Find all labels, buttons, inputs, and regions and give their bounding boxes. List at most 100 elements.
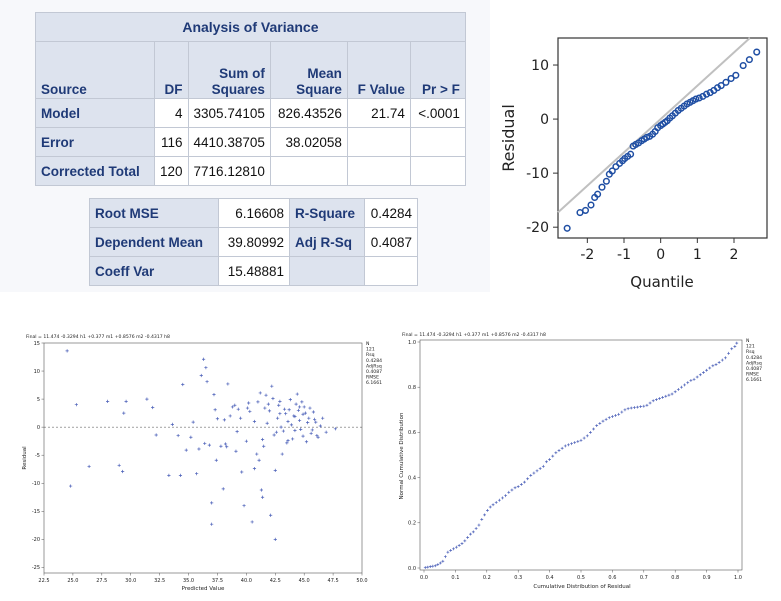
pp-point — [592, 427, 595, 431]
residual-ytick-label: -5 — [35, 453, 40, 459]
pp-point — [523, 480, 526, 484]
qq-plot: -2 -1 0 1 2 100-10-20 Residual Quantile — [490, 0, 781, 292]
pp-point — [720, 358, 724, 362]
residual-point — [205, 380, 209, 384]
pp-xtick-label: 0.5 — [577, 575, 585, 581]
pp-point — [642, 404, 646, 408]
residual-point — [201, 357, 206, 361]
pp-plot-header: Final = 11.474 -0.3294 h1 +0.377 m1 +0.8… — [402, 332, 546, 338]
pp-point — [426, 565, 430, 569]
residual-point — [184, 448, 188, 452]
residual-xtick-label: 45.0 — [299, 578, 310, 584]
pp-point — [639, 405, 643, 409]
label-adj-r-sq: Adj R-Sq — [289, 227, 365, 257]
pp-point — [724, 356, 727, 360]
qq-point — [563, 224, 571, 232]
pp-point — [735, 341, 739, 345]
pp-point — [463, 539, 467, 543]
pp-xtick-label: 0.1 — [451, 575, 459, 581]
residual-point — [65, 349, 69, 353]
residual-xtick-label: 42.5 — [270, 578, 281, 584]
qq-point — [722, 78, 730, 86]
residual-point — [214, 458, 218, 462]
residual-point — [124, 399, 128, 403]
residual-ytick-label: -15 — [32, 509, 40, 515]
pp-point — [433, 564, 437, 568]
pp-plot-xlabel: Cumulative Distribution of Residual — [533, 584, 631, 590]
pp-point — [664, 394, 668, 398]
residual-point — [258, 391, 262, 395]
residual-point — [316, 435, 320, 439]
pp-ytick-label: 0.8 — [408, 385, 416, 391]
col-header-sum-of-squares: Sum of Squares — [187, 41, 271, 99]
value-dependent-mean: 39.80992 — [218, 227, 290, 257]
pp-point — [686, 381, 690, 385]
error-f — [346, 127, 411, 157]
qq-point — [739, 62, 747, 70]
residual-point — [223, 442, 228, 446]
residual-point — [289, 423, 294, 427]
pp-point — [548, 458, 551, 461]
residual-point — [226, 382, 230, 386]
pp-point — [598, 421, 602, 425]
residual-point — [176, 433, 180, 438]
qq-point — [627, 150, 635, 158]
pp-xtick-label: 0.4 — [546, 575, 554, 581]
col-header-f-value: F Value — [346, 41, 411, 99]
pp-point — [529, 473, 533, 477]
pp-point — [654, 398, 658, 402]
qq-ytick-label: -10 — [526, 166, 549, 182]
pp-point — [554, 451, 558, 455]
stats-box-line: Rsq — [366, 352, 375, 358]
residual-point — [302, 405, 306, 409]
residual-point — [266, 402, 270, 406]
pp-point — [507, 490, 511, 494]
residual-point — [278, 399, 282, 403]
col-header-df: DF — [154, 41, 189, 99]
stats-box-line: 0.4087 — [746, 366, 762, 372]
residual-point — [207, 443, 211, 447]
pp-point — [670, 392, 674, 396]
pp-point — [733, 345, 737, 348]
qq-xlabel: Quantile — [630, 273, 693, 291]
model-ss: 3305.74105 — [187, 98, 271, 128]
residual-point — [287, 408, 291, 412]
qq-point — [598, 183, 606, 191]
pp-point — [560, 446, 564, 450]
residual-point — [221, 487, 225, 491]
residual-point — [210, 501, 214, 505]
label-empty — [289, 256, 365, 286]
table-row: Coeff Var 15.48881 — [89, 256, 418, 286]
residual-xtick-label: 25.0 — [67, 578, 78, 584]
residual-point — [273, 537, 277, 541]
pp-xtick-label: 1.0 — [734, 575, 742, 581]
pp-point — [683, 383, 687, 387]
residual-point — [238, 416, 243, 420]
value-adj-r-sq: 0.4087 — [364, 227, 418, 257]
pp-point — [582, 436, 586, 440]
residual-point — [259, 488, 263, 492]
pp-point — [483, 513, 487, 517]
model-ms: 826.43526 — [269, 98, 348, 128]
row-header-model: Model — [35, 98, 155, 128]
residual-point — [68, 484, 73, 488]
stats-box-line: RMSE — [746, 372, 759, 378]
pp-point — [727, 351, 730, 355]
residual-point — [235, 430, 239, 434]
residual-point — [297, 405, 302, 409]
pp-point — [452, 547, 455, 551]
label-root-mse: Root MSE — [89, 198, 219, 228]
stats-box-line: N — [746, 338, 749, 344]
pp-xtick-label: 0.9 — [703, 575, 711, 581]
residual-xtick-label: 37.5 — [212, 578, 223, 584]
qq-ytick-label: -20 — [526, 220, 549, 236]
pp-point — [513, 486, 517, 490]
residual-point — [293, 428, 297, 433]
residual-point — [307, 416, 311, 420]
residual-point — [308, 406, 312, 410]
pp-point — [611, 415, 614, 418]
pp-point — [629, 406, 633, 410]
residual-point — [145, 397, 149, 401]
residual-point — [306, 421, 310, 425]
